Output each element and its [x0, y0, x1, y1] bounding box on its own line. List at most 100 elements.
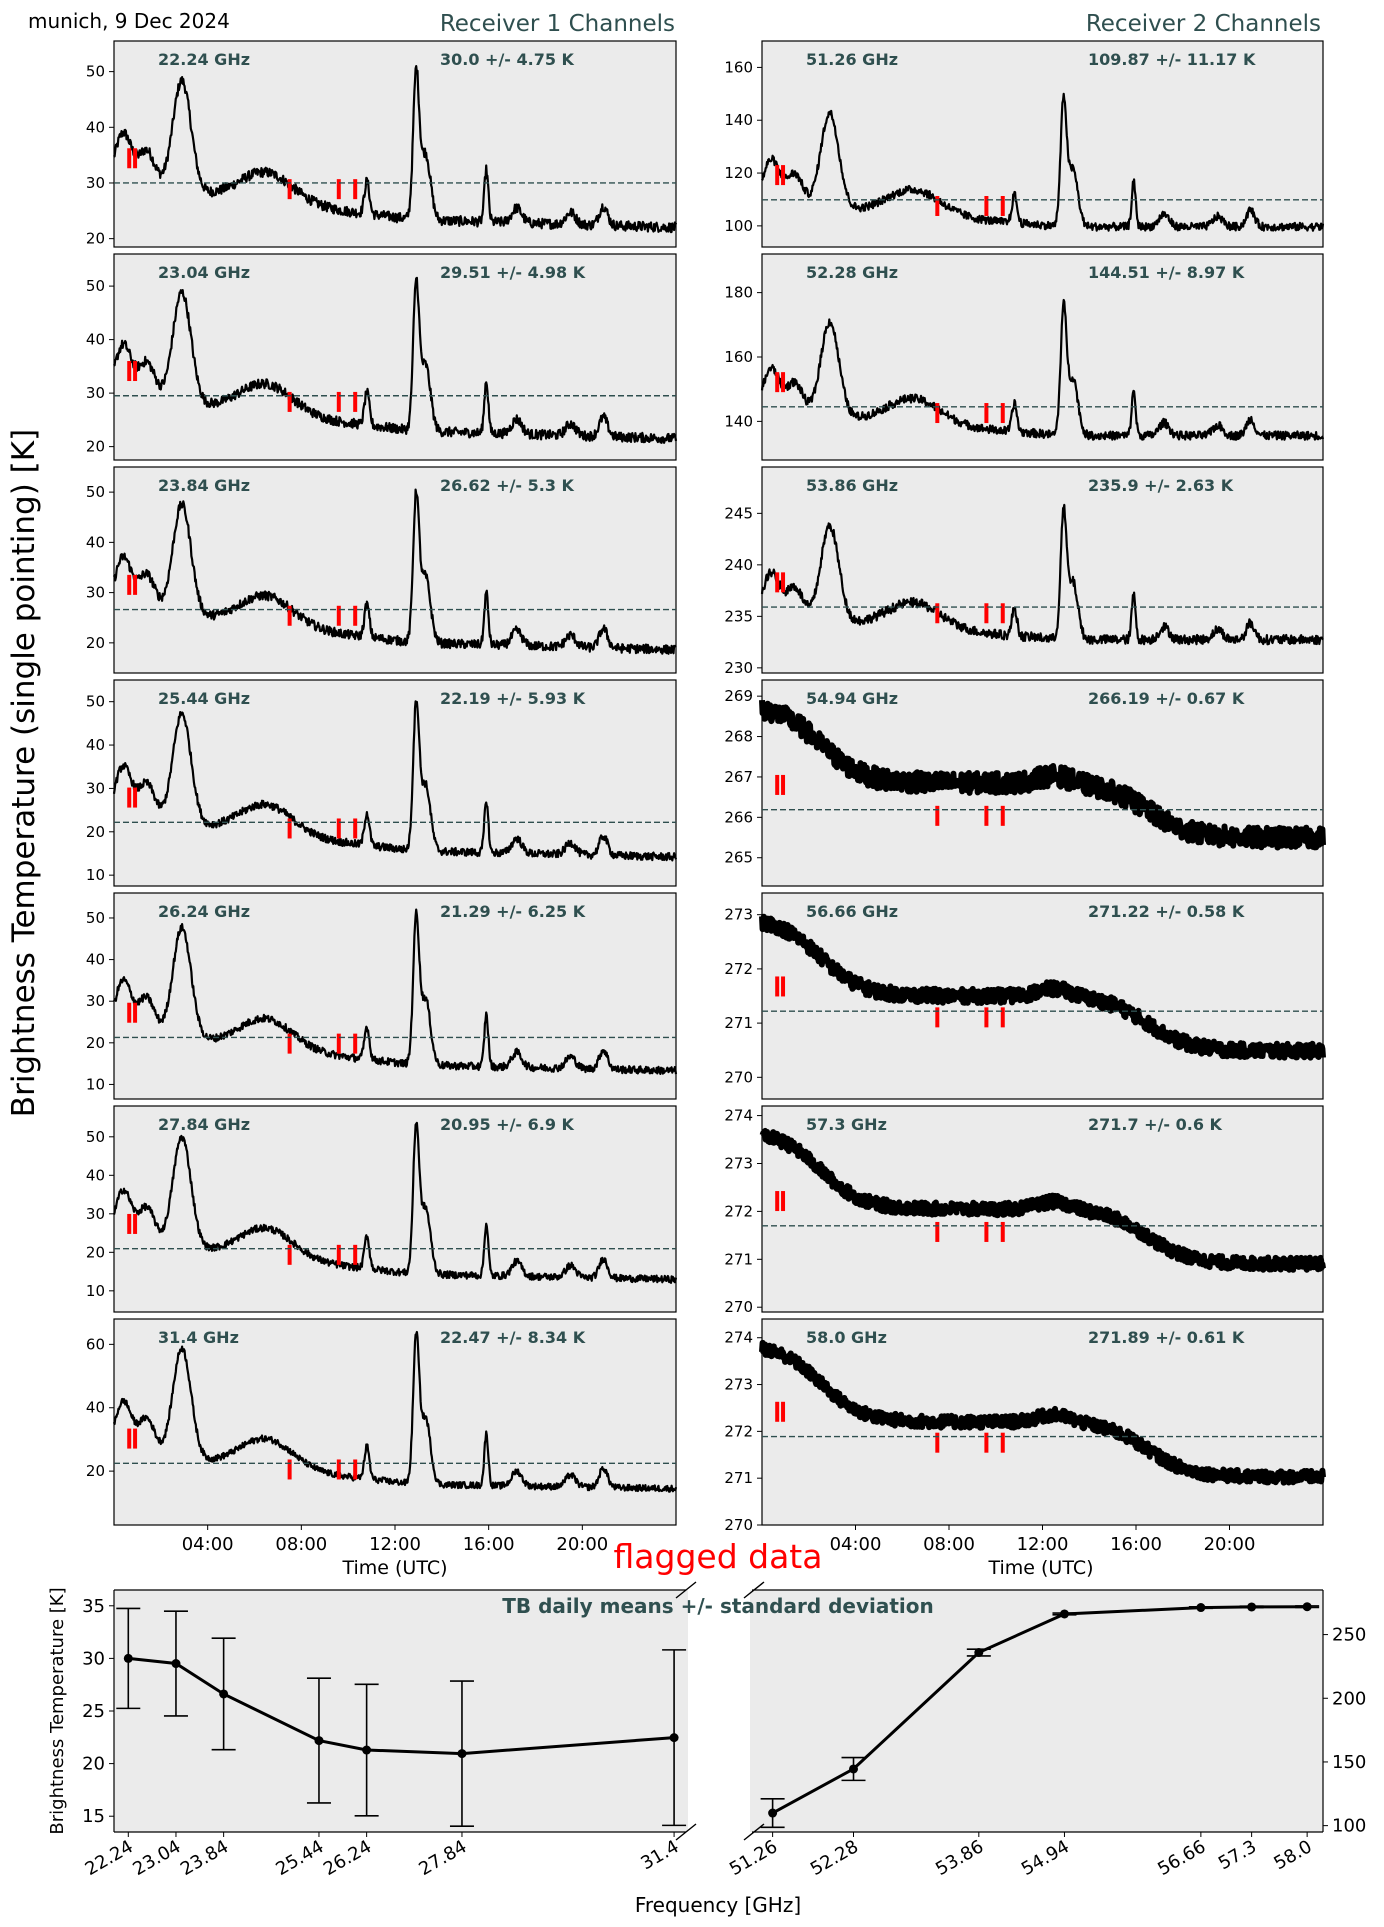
- panel-54-94-GHz: 265 266 267 268 269 54.94 GHz 266.19 +/- 0.67 …: [724, 679, 1326, 887]
- y-tick-label: 265: [724, 849, 753, 867]
- x-tick-label: 22.24: [82, 1836, 137, 1880]
- series-trace: [759, 1339, 1326, 1486]
- mean-std-label: 22.47 +/- 8.34 K: [440, 1328, 586, 1347]
- mean-std-label: 144.51 +/- 8.97 K: [1088, 263, 1245, 282]
- y-tick-label: 235: [724, 607, 753, 625]
- x-tick-label: 31.4: [637, 1836, 682, 1874]
- y-tick-label: 150: [1332, 1752, 1366, 1773]
- y-tick-label: 40: [86, 736, 105, 754]
- x-tick-label: 04:00: [830, 1534, 882, 1555]
- x-tick-label: 52.28: [807, 1836, 862, 1880]
- y-tick-label: 50: [86, 63, 105, 81]
- y-tick-label: 274: [724, 1329, 753, 1347]
- y-tick-label: 160: [724, 348, 753, 366]
- daily-means-chart: TB daily means +/- standard deviation Bri…: [47, 1581, 1366, 1917]
- y-tick-label: 240: [724, 556, 753, 574]
- y-tick-label: 273: [724, 1376, 753, 1394]
- panel-frame: [113, 466, 677, 674]
- series-trace: [112, 488, 677, 655]
- y-tick-label: 30: [86, 584, 105, 602]
- y-tick-label: 50: [86, 1128, 105, 1146]
- mean-std-label: 29.51 +/- 4.98 K: [440, 263, 586, 282]
- y-tick-label: 10: [86, 1075, 105, 1093]
- x-tick-label: 53.86: [932, 1836, 987, 1880]
- mean-std-label: 271.7 +/- 0.6 K: [1088, 1115, 1223, 1134]
- panel-frame: [761, 253, 1324, 461]
- y-tick-label: 30: [86, 779, 105, 797]
- mean-point: [362, 1745, 372, 1755]
- y-tick-label: 20: [86, 1462, 105, 1480]
- frequency-label: 51.26 GHz: [806, 50, 898, 69]
- y-tick-label: 272: [724, 1202, 753, 1220]
- y-tick-label: 273: [724, 906, 753, 924]
- y-tick-label: 250: [1332, 1625, 1366, 1646]
- panel-23-04-GHz: 20 30 40 50 23.04 GHz 29.51 +/- 4.98 K: [86, 253, 678, 461]
- mean-point: [974, 1648, 984, 1658]
- y-tick-label: 35: [82, 1596, 105, 1617]
- y-tick-label: 200: [1332, 1688, 1366, 1709]
- y-tick-label: 40: [86, 118, 105, 136]
- frequency-label: 27.84 GHz: [158, 1115, 250, 1134]
- flagged-data-legend: flagged data: [614, 1537, 823, 1576]
- y-tick-label: 40: [86, 533, 105, 551]
- mean-point: [669, 1733, 679, 1743]
- frequency-label: 23.84 GHz: [158, 476, 250, 495]
- panel-56-66-GHz: 270 271 272 273 56.66 GHz 271.22 +/- 0.58 K: [724, 892, 1326, 1100]
- y-tick-label: 20: [86, 823, 105, 841]
- y-tick-label: 40: [86, 1399, 105, 1417]
- y-tick-label: 100: [724, 217, 753, 235]
- panel-23-84-GHz: 20 30 40 50 23.84 GHz 26.62 +/- 5.3 K: [86, 466, 677, 674]
- y-tick-label: 270: [724, 1298, 753, 1316]
- frequency-label: 23.04 GHz: [158, 263, 250, 282]
- y-tick-label: 245: [724, 504, 753, 522]
- y-tick-label: 140: [724, 111, 753, 129]
- y-tick-label: 272: [724, 960, 753, 978]
- y-tick-label: 268: [724, 728, 753, 746]
- x-tick-label: 23.84: [177, 1836, 232, 1880]
- panel-31-4-GHz: 20 40 60 31.4 GHz 22.47 +/- 8.34 K 04:00 08:00…: [86, 1318, 678, 1555]
- mean-point: [171, 1659, 181, 1669]
- panel-53-86-GHz: 230 235 240 245 53.86 GHz 235.9 +/- 2.63 K: [724, 466, 1324, 677]
- y-tick-label: 269: [724, 687, 753, 705]
- mean-point: [768, 1808, 778, 1818]
- break-mark: [675, 1581, 697, 1599]
- mean-std-label: 21.29 +/- 6.25 K: [440, 902, 586, 921]
- y-tick-label: 272: [724, 1422, 753, 1440]
- x-tick-label: 27.84: [415, 1836, 470, 1880]
- y-tick-label: 30: [86, 384, 105, 402]
- frequency-label: 53.86 GHz: [806, 476, 898, 495]
- panel-frame: [761, 40, 1324, 248]
- x-axis-label-receiver1: Time (UTC): [341, 1557, 447, 1579]
- mean-std-label: 271.89 +/- 0.61 K: [1088, 1328, 1245, 1347]
- y-tick-label: 30: [82, 1648, 105, 1669]
- x-tick-label: 08:00: [275, 1534, 327, 1555]
- series-trace: [759, 699, 1326, 851]
- x-axis-label-receiver2: Time (UTC): [987, 1557, 1093, 1579]
- y-tick-label: 271: [724, 1014, 753, 1032]
- mean-std-label: 266.19 +/- 0.67 K: [1088, 689, 1245, 708]
- x-tick-label: 51.26: [726, 1836, 781, 1880]
- mean-point: [1302, 1602, 1312, 1612]
- break-mark: [675, 1823, 697, 1841]
- y-tick-label: 30: [86, 1205, 105, 1223]
- mean-std-label: 26.62 +/- 5.3 K: [440, 476, 575, 495]
- y-tick-label: 20: [86, 230, 105, 248]
- mean-point: [314, 1736, 324, 1746]
- series-trace: [112, 700, 678, 862]
- panel-26-24-GHz: 10 20 30 40 50 26.24 GHz 21.29 +/- 6.25 K: [86, 892, 678, 1100]
- mean-point: [1247, 1602, 1257, 1612]
- panel-52-28-GHz: 140 160 180 52.28 GHz 144.51 +/- 8.97 K: [724, 253, 1325, 461]
- y-tick-label: 20: [86, 1243, 105, 1261]
- y-tick-label: 15: [82, 1806, 105, 1827]
- x-tick-label: 16:00: [1110, 1534, 1162, 1555]
- series-trace: [113, 64, 678, 234]
- y-tick-label: 271: [724, 1250, 753, 1268]
- y-tick-label: 180: [724, 284, 753, 302]
- y-tick-label: 40: [86, 951, 105, 969]
- y-tick-label: 160: [724, 58, 753, 76]
- series-trace: [760, 298, 1325, 441]
- panel-frame: [113, 1318, 677, 1526]
- mean-point: [219, 1689, 229, 1699]
- y-tick-label: 274: [724, 1107, 753, 1125]
